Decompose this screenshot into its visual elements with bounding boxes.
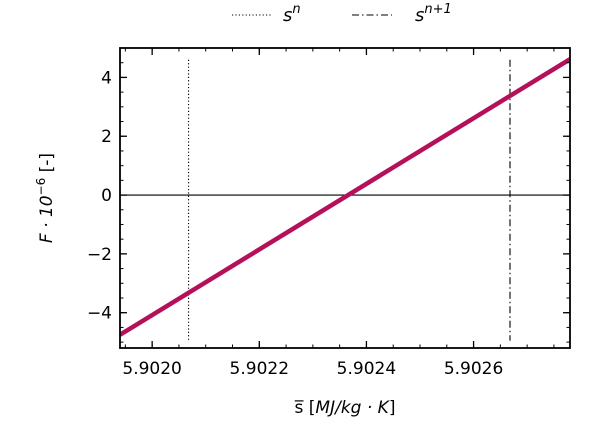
plot-marks (120, 57, 570, 341)
x-axis-label: s̅ [MJ/kg · K] (294, 398, 395, 418)
legend-label-1: sn+1 (415, 2, 452, 26)
y-axis-label: F · 10−6 [-] (34, 153, 57, 243)
y-tick-label: −4 (87, 304, 112, 324)
axes: 5.9020 5.9022 5.9024 5.9026 −4 −2 0 2 4 (87, 47, 571, 379)
legend-label-0: sn (283, 2, 301, 26)
y-tick-label: 2 (101, 127, 112, 147)
series-line-0 (120, 57, 570, 337)
legend: sn sn+1 (232, 2, 452, 26)
y-tick-label: −2 (87, 245, 112, 265)
y-tick-label: 0 (101, 186, 112, 206)
x-tick-label: 5.9024 (337, 359, 396, 379)
x-tick-label: 5.9026 (444, 359, 503, 379)
y-tick-label: 4 (101, 68, 112, 88)
plot-frame (119, 47, 571, 349)
plot-area (120, 57, 570, 341)
x-tick-label: 5.9020 (122, 359, 181, 379)
x-tick-label: 5.9022 (230, 359, 289, 379)
